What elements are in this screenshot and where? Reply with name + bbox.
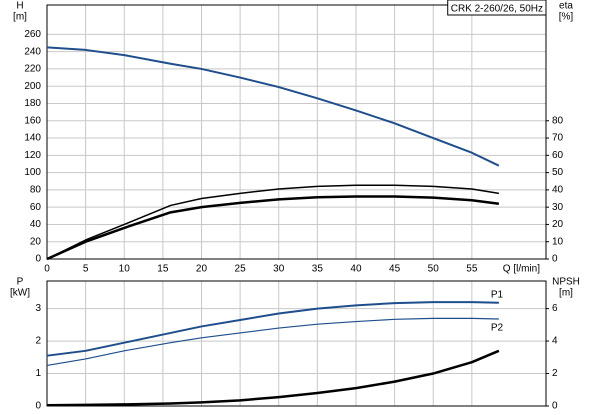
curve bbox=[46, 46, 500, 167]
x-tick-label: 50 bbox=[428, 264, 440, 275]
curve bbox=[46, 184, 499, 260]
curve bbox=[46, 195, 500, 261]
curve bbox=[46, 301, 499, 357]
y2-tick-label: 80 bbox=[552, 115, 564, 126]
y2-axis-label: NPSH bbox=[552, 277, 580, 288]
y2-tick-label: 10 bbox=[552, 236, 564, 247]
y-axis-label: P bbox=[17, 277, 24, 288]
y2-tick-label: 40 bbox=[552, 185, 564, 196]
x-tick-label: 0 bbox=[44, 264, 50, 275]
x-tick-label: 5 bbox=[83, 264, 89, 275]
y2-tick-label: 0 bbox=[552, 401, 558, 412]
x-tick-label: 35 bbox=[312, 264, 324, 275]
plot-frame bbox=[46, 4, 547, 260]
y2-tick-label: 70 bbox=[552, 133, 564, 144]
y-axis-unit: [m] bbox=[13, 12, 27, 23]
y2-tick-label: 50 bbox=[552, 167, 564, 178]
y-tick-label: 260 bbox=[24, 29, 41, 40]
y-axis-unit: [kW] bbox=[10, 288, 30, 299]
y2-tick-label: 4 bbox=[552, 336, 558, 347]
y2-axis-label: eta bbox=[559, 1, 573, 12]
x-tick-label: 55 bbox=[466, 264, 478, 275]
x-tick-label: 45 bbox=[389, 264, 401, 275]
x-tick-label: 25 bbox=[235, 264, 247, 275]
plot-frame bbox=[46, 280, 547, 407]
x-tick-label: 20 bbox=[196, 264, 208, 275]
y-axis-label: H bbox=[16, 1, 23, 12]
y-tick-label: 60 bbox=[30, 202, 42, 213]
y-tick-label: 180 bbox=[24, 98, 41, 109]
y-tick-label: 120 bbox=[24, 150, 41, 161]
x-tick-label: 10 bbox=[119, 264, 131, 275]
title-box bbox=[447, 0, 547, 16]
x-tick-label: 40 bbox=[350, 264, 362, 275]
y2-tick-label: 30 bbox=[552, 202, 564, 213]
y-tick-label: 2 bbox=[35, 336, 41, 347]
y-tick-label: 100 bbox=[24, 167, 41, 178]
y-tick-label: 0 bbox=[35, 401, 41, 412]
y2-tick-label: 0 bbox=[552, 254, 558, 265]
y-tick-label: 40 bbox=[30, 219, 42, 230]
x-tick-label: 30 bbox=[273, 264, 285, 275]
x-axis-label: Q [l/min] bbox=[503, 264, 540, 275]
y2-tick-label: 20 bbox=[552, 219, 564, 230]
y-tick-label: 20 bbox=[30, 236, 42, 247]
curve-label: P1 bbox=[491, 289, 504, 300]
y-tick-label: 140 bbox=[24, 133, 41, 144]
y-tick-label: 3 bbox=[35, 303, 41, 314]
y-tick-label: 1 bbox=[35, 368, 41, 379]
y-tick-label: 200 bbox=[24, 81, 41, 92]
y2-axis-unit: [m] bbox=[559, 288, 573, 299]
y-tick-label: 240 bbox=[24, 46, 41, 57]
y-tick-label: 160 bbox=[24, 115, 41, 126]
y2-tick-label: 2 bbox=[552, 368, 558, 379]
curve-label: P2 bbox=[491, 323, 504, 334]
curve bbox=[46, 317, 499, 367]
curve bbox=[46, 349, 500, 407]
y2-tick-label: 60 bbox=[552, 150, 564, 161]
y-tick-label: 220 bbox=[24, 64, 41, 75]
y2-tick-label: 6 bbox=[552, 303, 558, 314]
y-tick-label: 0 bbox=[35, 254, 41, 265]
x-tick-label: 15 bbox=[157, 264, 169, 275]
chart-title: CRK 2-260/26, 50Hz bbox=[451, 4, 543, 15]
y-tick-label: 80 bbox=[30, 185, 42, 196]
y2-axis-unit: [%] bbox=[559, 12, 574, 23]
